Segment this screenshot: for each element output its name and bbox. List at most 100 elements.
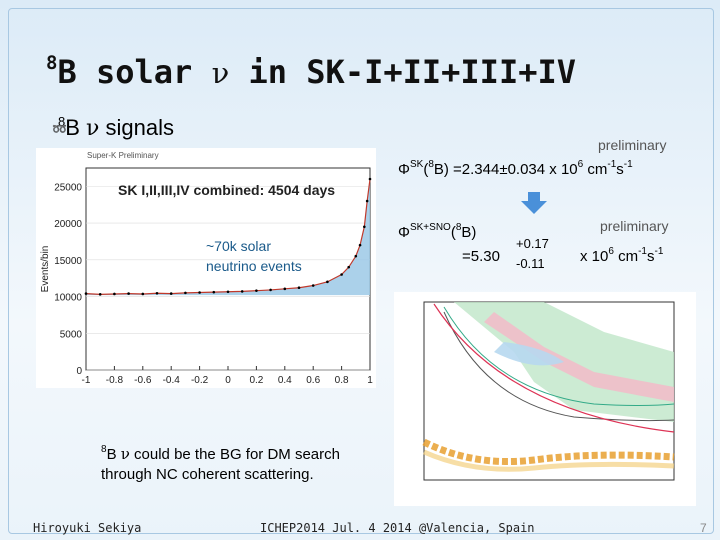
x-tick-label: 0 [225,375,231,386]
y-tick-label: 20000 [54,219,82,230]
flux2-phi: Φ [398,224,410,241]
data-point [363,225,366,229]
note-nu: ν [120,445,130,463]
data-point [358,243,362,247]
data-point [84,292,88,295]
histogram-header: Super-K Preliminary [87,151,159,160]
flux1-exp: 6 [577,159,584,170]
background-note: 8B ν could be the BG for DM search throu… [101,440,340,485]
units2-s: s [647,248,655,265]
dm-exclusion-plot [394,292,696,506]
x-tick-label: -0.4 [163,375,181,386]
signal-fill [86,179,370,296]
flux2-error-down: -0.11 [516,256,545,271]
data-point [368,177,372,181]
solar-angle-histogram: 0 5000 10000 15000 20000 25000 -1 -0.8 -0.6 -0.4-… [36,148,376,388]
flux2-error-up: +0.17 [516,236,549,251]
histogram-label: SK I,II,III,IV combined: 4504 days [118,182,336,198]
slide-title: 8B solar ν in SK-I+II+III+IV [46,52,576,91]
events-line1: ~70k solar [206,238,271,254]
flux1-paren: ( [423,161,429,178]
dm-plot-svg [394,292,696,506]
x-tick-label: -0.8 [106,375,124,386]
data-point [255,289,258,292]
title-main: B solar [57,53,212,91]
data-point [240,290,244,293]
y-tick-label: 5000 [60,329,83,340]
flux2-paren: ( [450,224,456,241]
flux2-units: x 106 cm-1s-1 [580,246,663,265]
data-point [212,290,216,294]
footer-page-number: 7 [700,521,707,535]
bullet-b: B [65,115,87,140]
data-point [169,292,173,295]
slide-frame [8,8,714,534]
flux1-unitexp1: -1 [607,159,617,170]
data-point [283,287,287,291]
data-point [297,286,301,290]
units2-x10: x 10 [580,248,609,265]
y-tick-label: 0 [76,366,82,377]
flux1-bsup: 8 [428,159,434,170]
histogram-svg: 0 5000 10000 15000 20000 25000 -1 -0.8 -0.6 -0.4-… [40,167,373,386]
events-line2: neutrino events [206,258,302,274]
units2-sexp: -1 [654,246,664,257]
data-point [127,292,130,295]
preliminary-label-2: preliminary [600,218,669,234]
x-tick-label: -0.2 [191,375,209,386]
note-b: B [106,446,121,463]
flux1-rest: B) =2.344±0.034 x 10 [433,161,578,178]
data-point [269,288,272,292]
data-point [226,290,230,294]
down-arrow-icon [521,192,547,214]
x-tick-label: 0.2 [249,375,263,386]
data-point [347,265,351,269]
x-tick-label: 0.4 [278,375,292,386]
events-annotation: ~70k solar neutrino events [206,236,302,276]
flux2-value: =5.30 [462,248,500,265]
bullet-nu: ν [86,116,100,141]
flux-sk: ΦSK(8B) =2.344±0.034 x 106 cm-1s-1 [398,159,633,178]
flux1-unitexp2: -1 [623,159,633,170]
x-tick-label: 0.8 [335,375,349,386]
units2-cm: cm [613,248,639,265]
data-point [98,293,102,296]
bullet-superscript: 8 [58,114,66,129]
bullet-rest: signals [99,115,174,140]
flux1-unit: cm [583,161,608,178]
y-tick-label: 10000 [54,293,82,304]
footer-conference: ICHEP2014 Jul. 4 2014 @Valencia, Spain [260,521,535,535]
title-rest: in SK-I+II+III+IV [229,53,576,91]
y-tick-label: 15000 [54,256,82,267]
data-point [198,291,201,294]
flux1-s: s [616,161,624,178]
preliminary-label-1: preliminary [598,137,667,153]
flux2-sup: SK+SNO [409,222,451,233]
y-axis-label: Events/bin [40,246,51,293]
data-point [340,273,343,276]
data-point [184,291,187,295]
footer-author: Hiroyuki Sekiya [33,521,142,535]
flux1-sup: SK [409,159,424,170]
data-point [113,292,116,296]
bullet-icon: ➿ [52,122,67,136]
x-tick-label: -1 [82,375,91,386]
units2-cmexp: -1 [638,246,647,257]
y-tick-label: 25000 [54,182,82,193]
data-point [311,284,315,287]
units2-exp: 6 [608,246,614,257]
flux2-bsup: 8 [455,222,462,233]
note-superscript: 8 [101,444,107,455]
title-superscript: 8 [46,52,58,74]
flux-sk-sno: ΦSK+SNO(8B) [398,222,476,241]
x-tick-label: 0.6 [306,375,320,386]
note-line2: through NC coherent scattering. [101,466,314,483]
data-point [326,280,329,284]
data-point [141,292,145,296]
flux1-phi: Φ [398,161,410,178]
bullet-signals: ➿ 8B ν signals [52,114,174,141]
x-tick-label: -0.6 [134,375,152,386]
note-line1: 8B ν could be the BG for DM search [101,440,340,465]
note-rest: could be the BG for DM search [129,446,340,463]
